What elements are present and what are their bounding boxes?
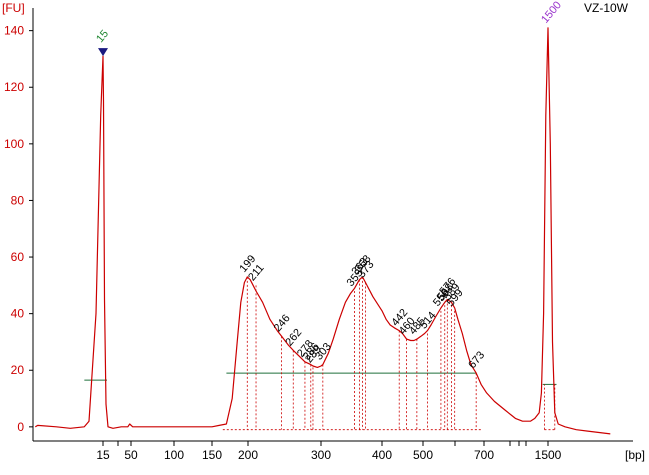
- x-tick-label: 15: [96, 448, 110, 462]
- peak-label: 246: [272, 312, 293, 334]
- chart-title: VZ-10W: [584, 1, 629, 15]
- x-tick-label: 50: [124, 448, 138, 462]
- x-tick-label: 1500: [535, 448, 562, 462]
- peak-label: 673: [466, 349, 487, 371]
- x-tick-label: 100: [164, 448, 184, 462]
- x-tick-label: 700: [474, 448, 494, 462]
- y-tick-label: 100: [4, 137, 24, 151]
- axes-layer: 0 20 40 60 80 100 120 140 15 50 100 150 200 300 400 500…: [2, 1, 645, 462]
- x-tick-label: 300: [311, 448, 331, 462]
- lower-marker-triangle: [98, 48, 108, 57]
- upper-marker-label: 1500: [539, 0, 564, 26]
- y-tick-label: 140: [4, 24, 24, 38]
- x-tick-label: 400: [372, 448, 392, 462]
- electropherogram-trace: [34, 27, 611, 435]
- y-tick-label: 0: [17, 420, 24, 434]
- dropline-layer: [84, 276, 557, 431]
- label-layer: 1992112462622782862893033553633683734424…: [94, 0, 564, 371]
- trace-layer: [34, 27, 611, 435]
- y-tick-label: 120: [4, 80, 24, 94]
- y-tick-label: 60: [11, 250, 25, 264]
- y-axis-label: [FU]: [2, 1, 25, 15]
- x-tick-label: 500: [413, 448, 433, 462]
- y-tick-label: 80: [11, 193, 25, 207]
- y-tick-label: 20: [11, 363, 25, 377]
- x-tick-label: 200: [238, 448, 258, 462]
- x-tick-label: 150: [202, 448, 222, 462]
- y-tick-label: 40: [11, 307, 25, 321]
- x-axis-label: [bp]: [625, 448, 645, 462]
- lower-marker-label: 15: [94, 28, 111, 45]
